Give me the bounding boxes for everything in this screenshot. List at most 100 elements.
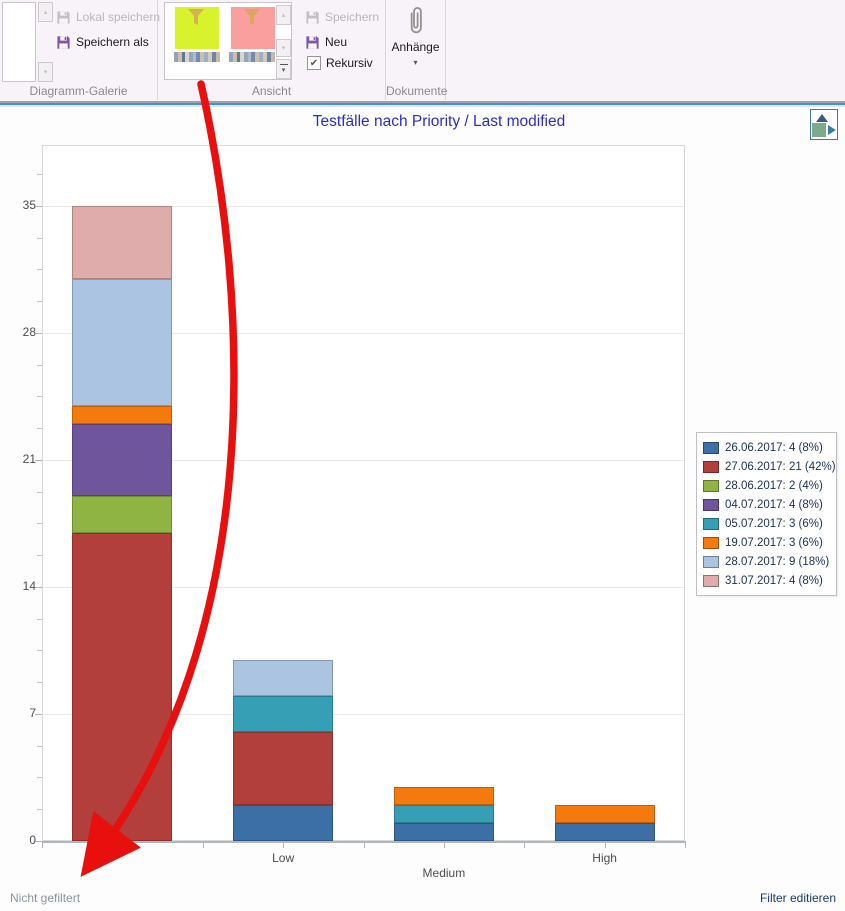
x-axis-tick: [42, 843, 43, 848]
x-axis-tick: [443, 843, 445, 848]
x-axis-tick: [524, 843, 526, 848]
bar-segment-26.06.2017[interactable]: [393, 822, 494, 841]
view-gallery-scroll-up-button[interactable]: ▴: [276, 5, 291, 25]
legend-item-27.06.2017[interactable]: 27.06.2017: 21 (42%): [703, 457, 836, 476]
legend-item-28.06.2017[interactable]: 28.06.2017: 2 (4%): [703, 476, 830, 495]
dropdown-caret-icon: ▾: [281, 67, 286, 74]
legend-label: 31.07.2017: 4 (8%): [725, 574, 823, 587]
view-save-button[interactable]: Speichern: [305, 6, 379, 28]
filter-funnel-icon: [243, 9, 261, 25]
bar-segment-19.07.2017[interactable]: [554, 804, 655, 823]
gallery-scroll-up-button[interactable]: ▴: [38, 2, 53, 22]
y-axis-minor-tick: [37, 682, 42, 684]
view-gallery-scroll-down-button[interactable]: ▾: [276, 39, 291, 57]
legend-swatch: [703, 441, 719, 454]
view-save-label: Speichern: [325, 10, 380, 24]
y-axis-tick: [35, 841, 42, 842]
save-as-label: Speichern als: [76, 35, 149, 49]
x-axis-category-label: Medium: [422, 866, 466, 880]
y-axis-minor-tick: [37, 269, 42, 271]
arrow-right-icon: [828, 125, 836, 135]
y-axis-tick-label: 7: [29, 705, 36, 720]
y-axis-tick: [35, 713, 42, 715]
y-axis-minor-tick: [37, 301, 42, 303]
legend-item-31.07.2017[interactable]: 31.07.2017: 4 (8%): [703, 571, 830, 590]
chart-legend: 26.06.2017: 4 (8%) 27.06.2017: 21 (42%) 28…: [696, 432, 837, 596]
view-new-button[interactable]: Neu: [305, 31, 347, 53]
save-as-button[interactable]: Speichern als: [56, 31, 149, 53]
gridline-7: [43, 713, 684, 715]
arrow-up-icon: [816, 114, 828, 122]
legend-item-05.07.2017[interactable]: 05.07.2017: 3 (6%): [703, 514, 830, 533]
ribbon-toolbar: ▴ ▾ Lokal speichern Speichern als Diagra…: [0, 0, 845, 100]
view-gallery: ▴ ▾ ▾: [164, 2, 292, 80]
view-thumbnail-green[interactable]: [175, 7, 219, 49]
bar-segment-26.06.2017[interactable]: [233, 804, 334, 841]
recursive-checkbox[interactable]: ✔: [307, 56, 321, 70]
bar-High: [554, 804, 655, 841]
bar-segment-28.06.2017[interactable]: [72, 496, 173, 533]
attachments-label: Anhänge: [391, 40, 440, 54]
bar-segment-04.07.2017[interactable]: [72, 423, 173, 497]
attachments-button[interactable]: Anhänge ▾: [386, 0, 445, 80]
y-axis-minor-tick: [37, 237, 42, 239]
bar-segment-28.07.2017[interactable]: [233, 659, 334, 696]
gridline-14: [43, 586, 684, 588]
scroll-down-icon: ▾: [43, 69, 48, 76]
bar-segment-26.06.2017[interactable]: [554, 822, 655, 841]
y-axis-tick-label: 21: [22, 451, 36, 466]
filter-status-label[interactable]: Nicht gefiltert: [10, 891, 81, 905]
bar-segment-27.06.2017[interactable]: [233, 732, 334, 805]
x-axis-tick: [685, 843, 686, 848]
save-local-button[interactable]: Lokal speichern: [56, 6, 160, 28]
legend-item-04.07.2017[interactable]: 04.07.2017: 4 (8%): [703, 495, 830, 514]
x-axis-category-label: Low: [272, 851, 295, 865]
bar-segment-19.07.2017[interactable]: [72, 405, 173, 424]
bar-segment-28.07.2017[interactable]: [72, 278, 173, 406]
edit-filter-link[interactable]: Filter editieren: [759, 891, 836, 905]
legend-item-28.07.2017[interactable]: 28.07.2017: 9 (18%): [703, 552, 830, 571]
bar-segment-31.07.2017[interactable]: [72, 206, 173, 279]
bar-segment-27.06.2017[interactable]: [72, 532, 173, 841]
bar-segment-05.07.2017[interactable]: [393, 804, 494, 823]
group-label: Dokumente: [386, 84, 448, 98]
group-dokumente: Anhänge ▾ Dokumente: [386, 0, 448, 100]
bar-Low: [233, 659, 334, 841]
y-axis-tick: [35, 205, 42, 207]
legend-swatch: [703, 536, 719, 549]
y-axis-tick: [35, 586, 42, 588]
thumbnail-caption-blurred: [229, 52, 275, 62]
dropdown-caret-icon: ▾: [413, 58, 418, 67]
paperclip-icon: [404, 4, 428, 43]
x-axis-tick: [283, 843, 285, 848]
y-axis-minor-tick: [37, 745, 42, 747]
legend-swatch: [703, 460, 719, 473]
bar-segment-19.07.2017[interactable]: [393, 786, 494, 805]
bar-segment-05.07.2017[interactable]: [233, 695, 334, 733]
y-axis-minor-tick: [37, 777, 42, 779]
recursive-checkbox-row: ✔ Rekursiv: [307, 56, 373, 70]
y-axis-minor-tick: [37, 491, 42, 493]
legend-item-19.07.2017[interactable]: 19.07.2017: 3 (6%): [703, 533, 830, 552]
group-ansicht: ▴ ▾ ▾ Speichern Neu ✔ Rekursiv Ansicht: [158, 0, 386, 100]
x-axis-category-label: High: [592, 851, 617, 865]
legend-label: 27.06.2017: 21 (42%): [725, 460, 836, 473]
y-axis-minor-tick: [37, 396, 42, 398]
x-axis-tick: [202, 843, 204, 848]
view-thumbnail-red[interactable]: [231, 7, 275, 49]
floppy-disk-icon: [57, 10, 70, 24]
legend-label: 05.07.2017: 3 (6%): [725, 517, 823, 530]
green-square-icon: [812, 123, 826, 137]
gallery-scroll-down-button[interactable]: ▾: [38, 62, 53, 82]
legend-label: 19.07.2017: 3 (6%): [725, 536, 823, 549]
legend-label: 26.06.2017: 4 (8%): [725, 441, 823, 454]
view-gallery-dropdown-button[interactable]: ▾: [276, 59, 291, 79]
checkmark-icon: ✔: [309, 57, 319, 69]
filter-funnel-icon: [187, 9, 205, 25]
diagram-gallery-listbox[interactable]: [2, 2, 36, 82]
legend-label: 04.07.2017: 4 (8%): [725, 498, 823, 511]
y-axis-minor-tick: [37, 523, 42, 525]
maximize-chart-button[interactable]: [810, 109, 838, 140]
legend-item-26.06.2017[interactable]: 26.06.2017: 4 (8%): [703, 438, 830, 457]
legend-label: 28.06.2017: 2 (4%): [725, 479, 823, 492]
